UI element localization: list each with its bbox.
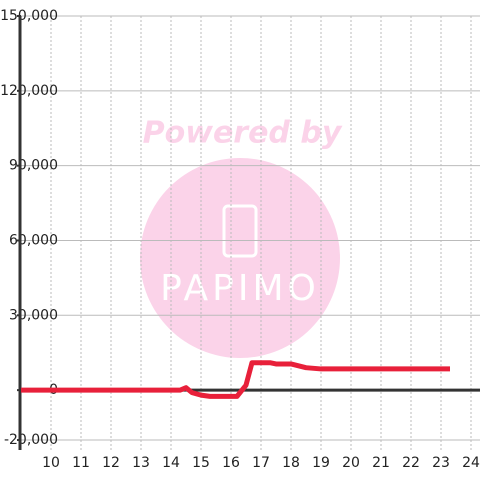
x-tick-label: 10 <box>42 455 60 471</box>
x-tick-label: 17 <box>252 455 270 471</box>
x-tick-label: 11 <box>72 455 90 471</box>
y-tick-label: 60,000 <box>9 232 58 248</box>
x-tick-label: 23 <box>432 455 450 471</box>
x-tick-label: 21 <box>372 455 390 471</box>
x-tick-label: 22 <box>402 455 420 471</box>
x-tick-label: 15 <box>192 455 210 471</box>
watermark: Powered by PAPIMO <box>140 116 343 358</box>
y-tick-label: 150,000 <box>0 8 58 24</box>
x-tick-label: 18 <box>282 455 300 471</box>
y-tick-label: 90,000 <box>9 158 58 174</box>
x-tick-label: 16 <box>222 455 240 471</box>
x-tick-label: 24 <box>462 455 480 471</box>
series-line <box>21 360 450 399</box>
x-tick-label: 19 <box>312 455 330 471</box>
grid <box>21 15 480 450</box>
y-tick-label: 120,000 <box>0 83 58 99</box>
x-tick-label: 13 <box>132 455 150 471</box>
y-tick-label: 30,000 <box>9 307 58 323</box>
watermark-text: Powered by <box>143 116 343 151</box>
x-tick-label: 12 <box>102 455 120 471</box>
watermark-logo: PAPIMO <box>160 268 320 309</box>
watermark-icon <box>222 204 258 258</box>
x-tick-label: 14 <box>162 455 180 471</box>
y-tick-label: -20,000 <box>4 432 58 448</box>
x-tick-label: 20 <box>342 455 360 471</box>
watermark-circle <box>140 158 340 358</box>
